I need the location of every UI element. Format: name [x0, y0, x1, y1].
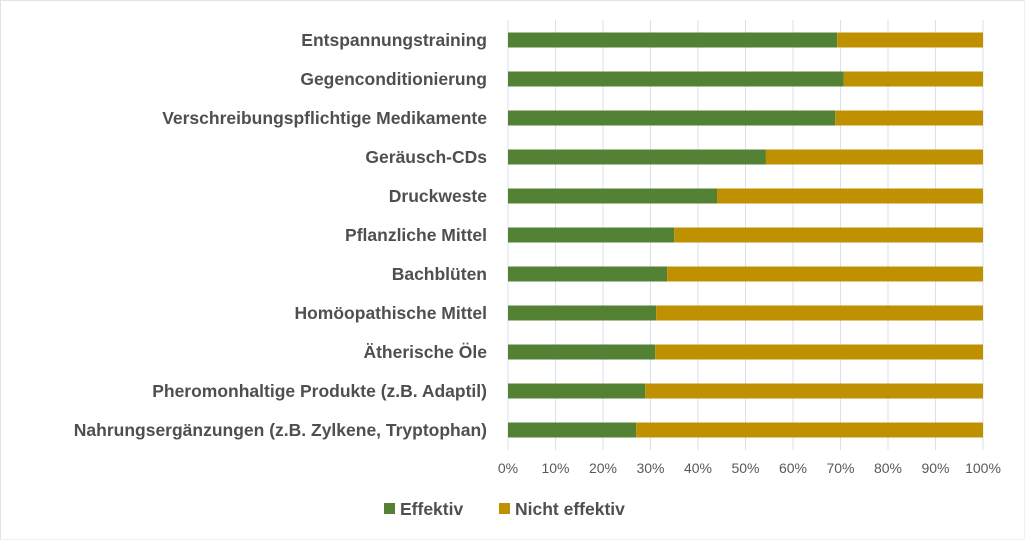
legend-swatch — [499, 503, 510, 514]
category-label: Entspannungstraining — [301, 30, 487, 50]
legend-label: Nicht effektiv — [515, 499, 625, 519]
bar-segment-nicht-effektiv — [843, 71, 983, 87]
category-label: Bachblüten — [392, 264, 487, 284]
category-label: Nahrungsergänzungen (z.B. Zylkene, Trypt… — [74, 420, 487, 440]
legend-swatch — [384, 503, 395, 514]
bar-segment-effektiv — [508, 149, 766, 165]
bar-segment-effektiv — [508, 383, 646, 399]
x-tick-label: 70% — [826, 460, 854, 476]
category-label: Pflanzliche Mittel — [345, 225, 487, 245]
x-tick-label: 10% — [541, 460, 569, 476]
bar-segment-effektiv — [508, 32, 838, 48]
x-tick-label: 0% — [498, 460, 518, 476]
bar-segment-effektiv — [508, 305, 657, 321]
bar-segment-nicht-effektiv — [717, 188, 983, 204]
bar-segment-nicht-effektiv — [645, 383, 983, 399]
category-label: Pheromonhaltige Produkte (z.B. Adaptil) — [152, 381, 487, 401]
x-tick-label: 20% — [589, 460, 617, 476]
bar-segment-effektiv — [508, 110, 836, 126]
bar-segment-nicht-effektiv — [655, 344, 983, 360]
bar-segment-nicht-effektiv — [656, 305, 983, 321]
bars — [508, 32, 983, 438]
bar-segment-effektiv — [508, 266, 668, 282]
bar-segment-effektiv — [508, 71, 844, 87]
category-label: Geräusch-CDs — [365, 147, 487, 167]
x-tick-label: 40% — [684, 460, 712, 476]
category-label: Druckweste — [389, 186, 488, 206]
legend-label: Effektiv — [400, 499, 463, 519]
bar-segment-effektiv — [508, 188, 717, 204]
bar-segment-effektiv — [508, 422, 637, 438]
x-tick-label: 30% — [636, 460, 664, 476]
bar-segment-nicht-effektiv — [835, 110, 983, 126]
x-tick-label: 80% — [874, 460, 902, 476]
bar-segment-nicht-effektiv — [667, 266, 983, 282]
category-label: Ätherische Öle — [363, 342, 487, 362]
bar-segment-effektiv — [508, 227, 675, 243]
category-labels: Entspannungstraining Gegenconditionierung… — [74, 30, 487, 440]
x-tick-label: 100% — [965, 460, 1001, 476]
category-label: Homöopathische Mittel — [294, 303, 487, 323]
bar-segment-effektiv — [508, 344, 656, 360]
bar-segment-nicht-effektiv — [837, 32, 983, 48]
x-tick-label: 60% — [779, 460, 807, 476]
bar-segment-nicht-effektiv — [765, 149, 983, 165]
bar-segment-nicht-effektiv — [636, 422, 983, 438]
x-axis-ticks: 0% 10% 20% 30% 40% 50% 60% 70% 80% 90% 100% — [498, 460, 1001, 476]
bar-segment-nicht-effektiv — [674, 227, 983, 243]
category-label: Verschreibungspflichtige Medikamente — [162, 108, 487, 128]
x-tick-label: 90% — [921, 460, 949, 476]
category-label: Gegenconditionierung — [300, 69, 487, 89]
x-tick-label: 50% — [731, 460, 759, 476]
legend: Effektiv Nicht effektiv — [384, 499, 625, 519]
